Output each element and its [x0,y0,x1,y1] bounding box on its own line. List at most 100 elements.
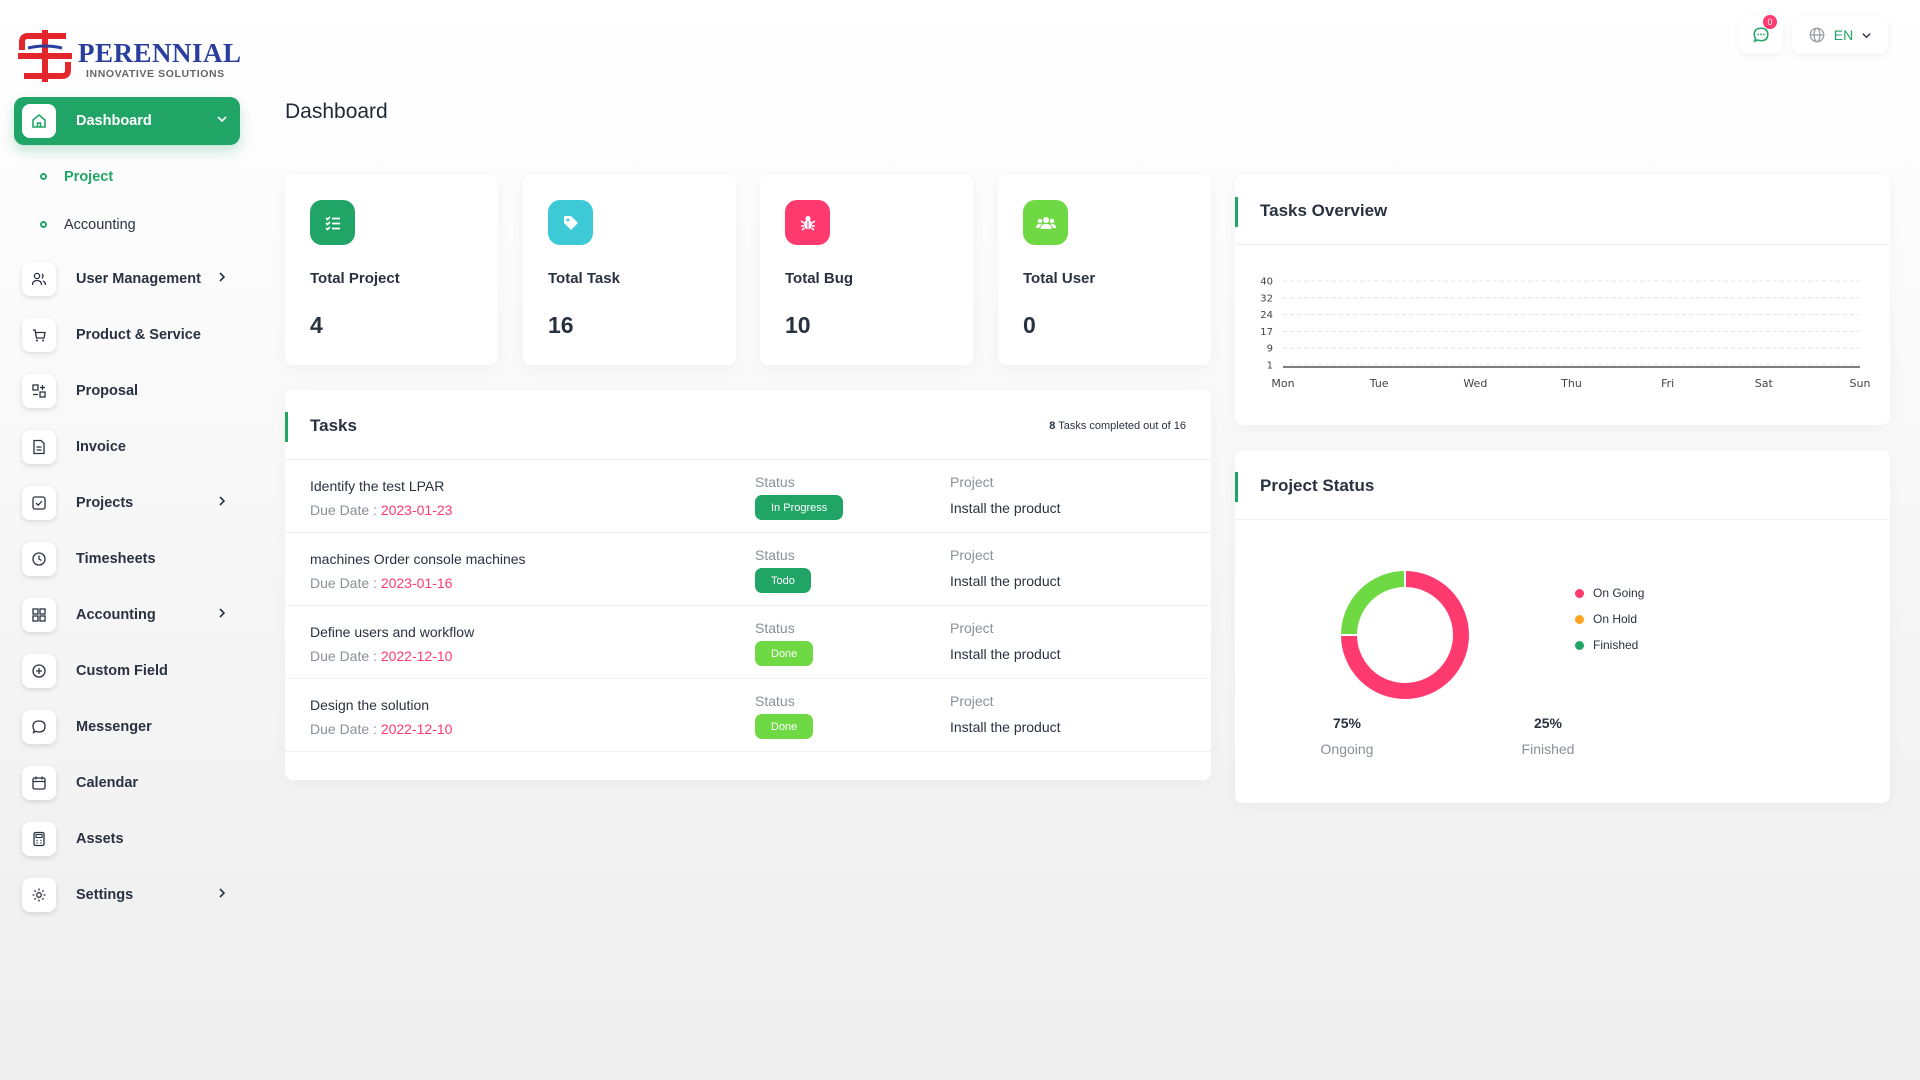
project-status-title: Project Status [1260,476,1375,495]
legend-item[interactable]: On Going [1575,580,1644,606]
chat-icon [22,710,56,744]
sidebar-item-dashboard[interactable]: Dashboard [14,97,240,145]
task-row[interactable]: Identify the test LPAR Due Date : 2023-0… [285,460,1211,533]
finished-label: Finished [1521,741,1575,757]
due-date: 2022-12-10 [380,721,453,737]
sidebar-item-proposal[interactable]: Proposal [14,367,240,415]
sidebar-item-calendar[interactable]: Calendar [14,759,240,807]
project-value: Install the product [950,646,1061,662]
stat-card-total-project: Total Project 4 [285,175,498,365]
legend-dot-icon [1575,588,1584,598]
x-tick-label: Sun [1850,377,1871,390]
chevron-right-icon [219,496,226,506]
x-tick-label: Fri [1661,377,1674,390]
y-tick-label: 40 [1260,277,1273,288]
finished-percent: 25% [1533,715,1563,731]
chevron-right-icon [219,888,226,898]
sidebar-item-projects[interactable]: Projects [14,479,240,527]
bullet-icon [40,221,47,228]
x-tick-label: Tue [1369,377,1389,390]
donut-slice [1341,571,1469,699]
sidebar-item-label: Product & Service [76,327,201,343]
page-title: Dashboard [285,100,388,123]
layout-grid-icon [22,598,56,632]
overview-header: Tasks Overview [1235,175,1890,245]
home-icon [22,104,56,138]
y-tick-label: 17 [1260,327,1273,338]
sidebar-item-assets[interactable]: Assets [14,815,240,863]
task-due: Due Date : 2023-01-16 [310,575,452,591]
sidebar-subitem-label: Accounting [64,217,136,233]
logo-mark-icon [18,30,72,82]
sidebar-item-invoice[interactable]: Invoice [14,423,240,471]
sidebar-item-user-management[interactable]: User Management [14,255,240,303]
users-icon [1023,200,1068,245]
due-date: 2023-01-16 [380,575,453,591]
ongoing-summary: 75% Ongoing [1287,715,1407,757]
status-badge: Todo [755,568,811,593]
donut-legend: On Going On Hold Finished [1575,580,1644,658]
task-name: machines Order console machines [310,551,526,567]
project-label: Project [950,547,994,563]
tasks-overview-chart: 40 32 24 17 9 1 Mon Tue Wed Thu Fri Sat Sun [1260,277,1871,391]
tasks-overview-card: Tasks Overview 40 32 24 17 9 1 Mon Tue Wed Thu Fri… [1235,175,1890,425]
brand-logo[interactable]: PERENNIAL INNOVATIVE SOLUTIONS [14,28,241,84]
task-row[interactable]: Define users and workflow Due Date : 202… [285,606,1211,679]
status-badge: In Progress [755,495,844,520]
legend-item[interactable]: Finished [1575,632,1644,658]
project-status-header: Project Status [1235,450,1890,520]
legend-label: On Hold [1593,612,1638,626]
legend-label: Finished [1593,638,1639,652]
sidebar-subitem-project[interactable]: Project [14,153,240,201]
tasks-card: Tasks 8 Tasks completed out of 16 Identi… [285,390,1211,780]
ongoing-percent: 75% [1332,715,1362,731]
bullet-icon [40,173,47,180]
legend-dot-icon [1575,640,1584,650]
sidebar-item-label: Settings [76,887,134,903]
task-row[interactable]: Design the solution Due Date : 2022-12-1… [285,679,1211,752]
y-tick-label: 24 [1260,310,1273,321]
chevron-right-icon [219,272,226,282]
sidebar: PERENNIAL INNOVATIVE SOLUTIONS Dashboard… [0,0,256,1080]
due-label: Due Date : [310,502,377,518]
calendar-icon [22,766,56,800]
stat-label: Total Project [310,270,400,287]
sidebar-item-accounting[interactable]: Accounting [14,591,240,639]
legend-item[interactable]: On Hold [1575,606,1644,632]
project-status-donut [1341,571,1469,699]
sidebar-item-settings[interactable]: Settings [14,871,240,919]
sidebar-item-timesheets[interactable]: Timesheets [14,535,240,583]
project-status-card: Project Status On Going On Hold Finished… [1235,450,1890,803]
sidebar-item-label: Assets [76,831,124,847]
chevron-right-icon [219,608,226,618]
x-tick-label: Mon [1271,377,1294,390]
stat-card-total-task: Total Task 16 [523,175,736,365]
language-dropdown[interactable]: EN [1792,16,1888,54]
task-name: Design the solution [310,697,430,713]
task-row[interactable]: machines Order console machines Due Date… [285,533,1211,606]
chevron-down-icon [1862,32,1871,38]
stat-card-total-bug: Total Bug 10 [760,175,973,365]
sidebar-item-label: Dashboard [76,113,152,129]
due-label: Due Date : [310,575,377,591]
plus-circle-icon [22,654,56,688]
stat-label: Total Task [548,270,620,287]
sidebar-item-messenger[interactable]: Messenger [14,703,240,751]
overview-title: Tasks Overview [1260,201,1388,220]
sidebar-item-product-service[interactable]: Product & Service [14,311,240,359]
tasks-title: Tasks [310,416,357,435]
sidebar-item-custom-field[interactable]: Custom Field [14,647,240,695]
sidebar-item-label: Custom Field [76,663,168,679]
calculator-icon [22,822,56,856]
messages-button[interactable]: 0 [1739,15,1783,54]
sidebar-item-label: Invoice [76,439,126,455]
tag-icon [548,200,593,245]
task-due: Due Date : 2023-01-23 [310,502,452,518]
sidebar-subitem-label: Project [64,169,114,185]
users-icon [22,262,56,296]
project-value: Install the product [950,500,1061,516]
project-value: Install the product [950,719,1061,735]
sidebar-subitem-accounting[interactable]: Accounting [14,201,240,249]
status-label: Status [755,547,795,563]
legend-dot-icon [1575,614,1584,624]
